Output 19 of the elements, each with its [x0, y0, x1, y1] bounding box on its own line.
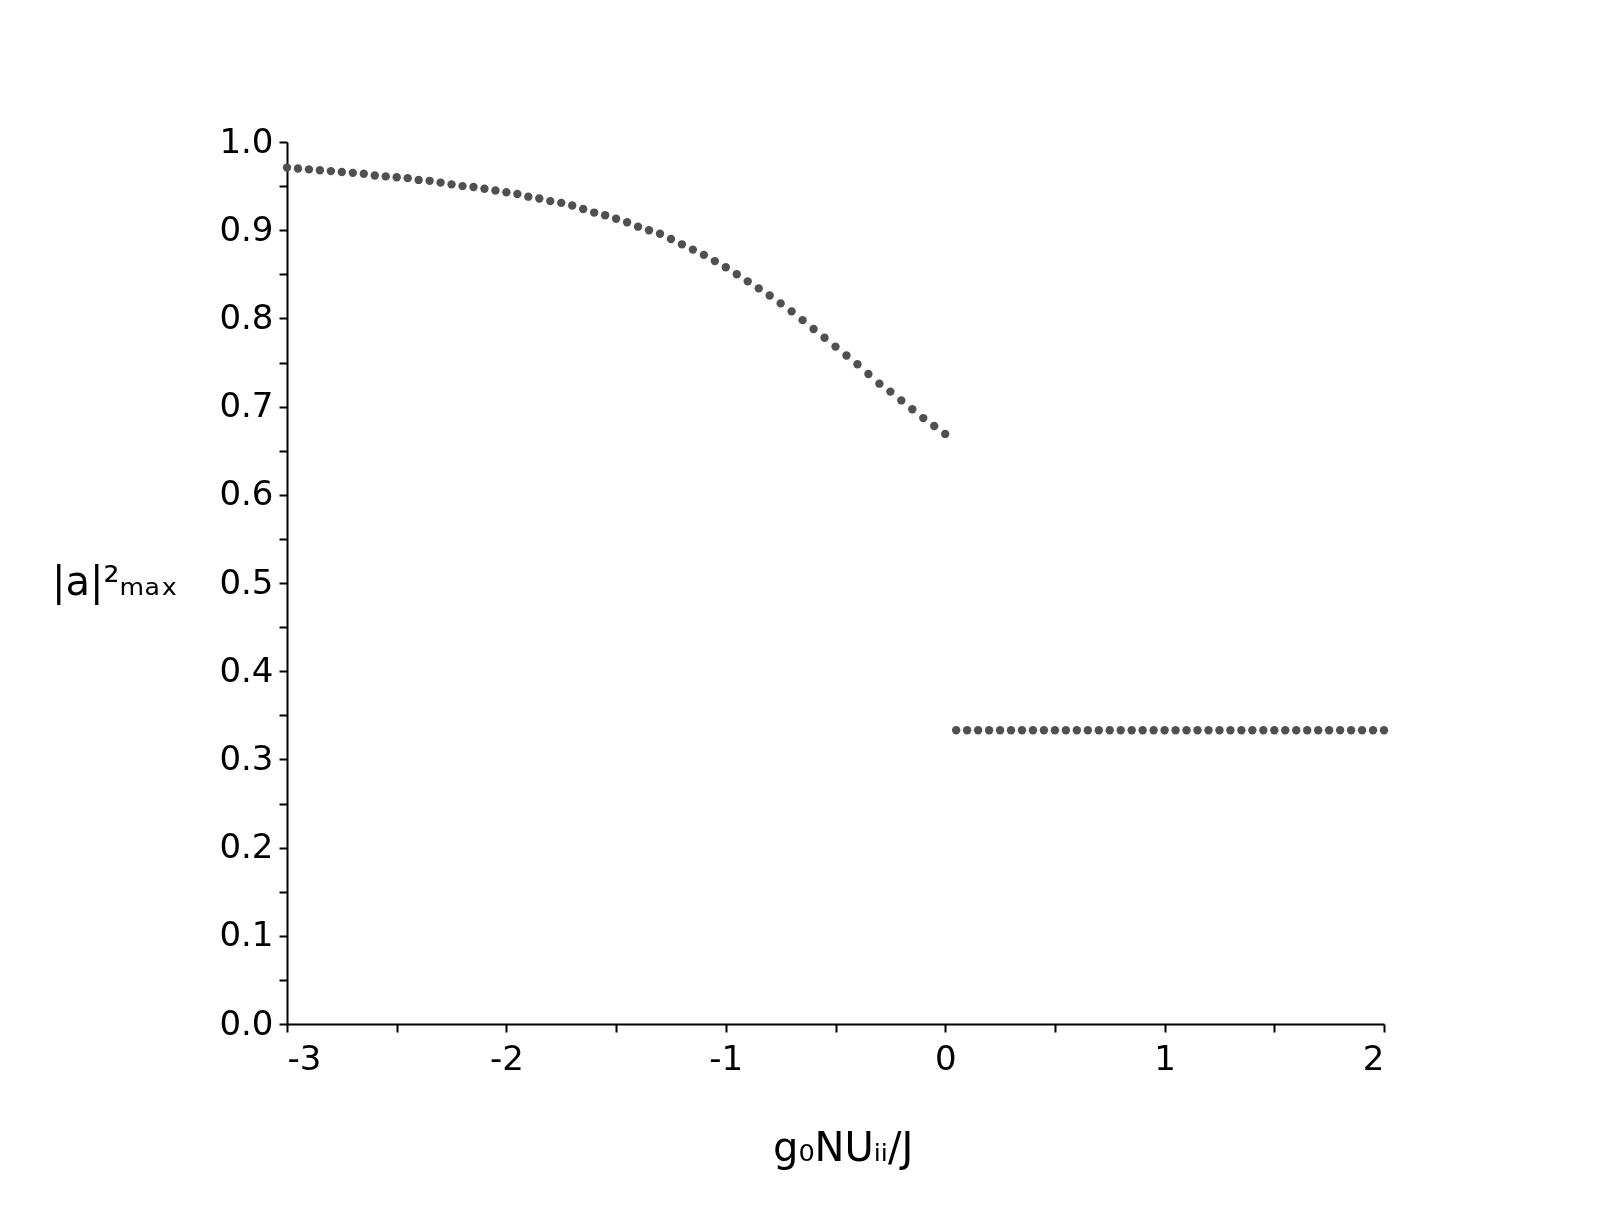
y-tick-label: 0.5 — [219, 561, 274, 602]
y-axis-title: |a|²ₘₐₓ — [52, 558, 178, 605]
y-tick-label: 0.2 — [219, 826, 274, 867]
y-tick-label: 1.0 — [219, 120, 274, 161]
y-tick-label: 0.8 — [219, 296, 274, 337]
x-tick-label: 2 — [1362, 1037, 1385, 1078]
x-tick-label: -2 — [489, 1037, 524, 1078]
y-tick-label: 0.3 — [219, 737, 274, 778]
y-tick-label: 0.9 — [219, 208, 274, 249]
x-axis-title: g₀NUᵢᵢ/J — [773, 1124, 914, 1170]
y-tick-label: 0.6 — [219, 473, 274, 514]
y-tick-label: 0.7 — [219, 385, 274, 426]
x-tick-label: -1 — [709, 1037, 744, 1078]
y-tick-label: 0.4 — [219, 649, 274, 690]
x-tick-label: 1 — [1154, 1037, 1176, 1078]
y-tick-label: 0.1 — [219, 914, 274, 955]
x-tick-label: 0 — [934, 1037, 957, 1078]
x-tick-label: -3 — [287, 1037, 322, 1078]
y-tick-label: 0.0 — [219, 1002, 274, 1043]
